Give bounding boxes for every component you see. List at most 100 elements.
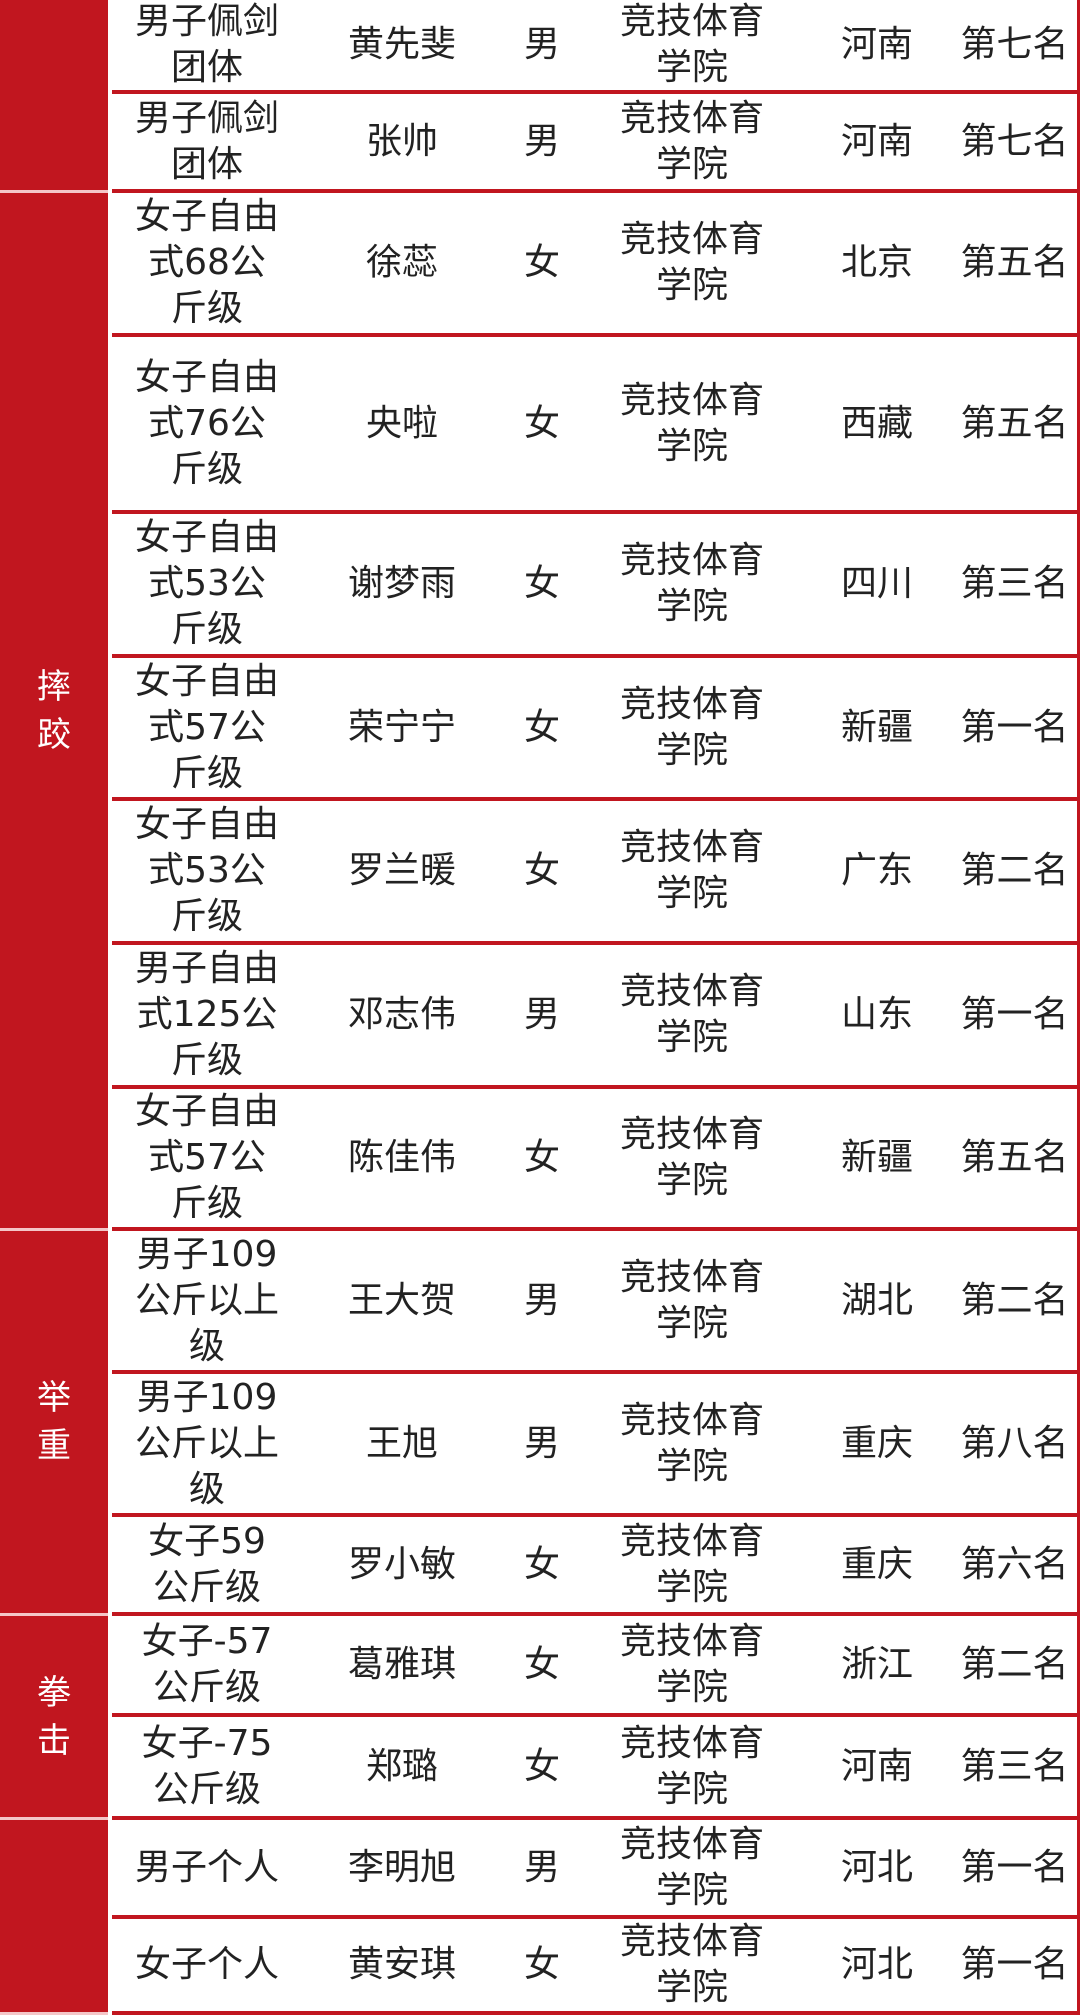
rank-text: 第一名: [960, 994, 1069, 1035]
rank-cell: 第六名: [952, 1542, 1077, 1588]
province-cell: 山东: [802, 992, 952, 1038]
rank-cell: 第五名: [952, 240, 1077, 286]
name-cell: 罗兰暖: [302, 848, 502, 894]
name-cell: 陈佳伟: [302, 1135, 502, 1181]
province-text: 北京: [840, 242, 913, 283]
province-cell: 重庆: [802, 1421, 952, 1467]
table-row: 女子-75公斤级 郑璐 女 竞技体育学院 河南 第三名: [112, 1717, 1077, 1820]
event-text: 女子自由式68公斤级: [134, 196, 279, 329]
event-text: 男子佩剑团体: [134, 97, 279, 185]
sex-text: 男: [523, 1846, 560, 1888]
category-label: 摔跤: [37, 666, 71, 755]
event-cell: 男子109公斤以上级: [112, 1232, 302, 1370]
sex-text: 女: [523, 1944, 560, 1985]
rank-text: 第五名: [960, 242, 1069, 283]
name-cell: 黄先斐: [302, 22, 502, 68]
province-cell: 西藏: [802, 401, 952, 447]
table-row: 男子自由式125公斤级 邓志伟 男 竞技体育学院 山东 第一名: [112, 945, 1077, 1089]
province-text: 广东: [840, 850, 913, 891]
event-cell: 女子自由式76公斤级: [112, 355, 302, 493]
name-text: 王旭: [365, 1422, 438, 1464]
event-text: 男子自由式125公斤级: [134, 948, 279, 1081]
name-cell: 张帅: [302, 119, 502, 165]
province-text: 山东: [840, 994, 913, 1035]
event-cell: 男子109公斤以上级: [112, 1375, 302, 1513]
table-right-border: [1077, 0, 1080, 2015]
name-text: 葛雅琪: [347, 1643, 456, 1685]
province-text: 河南: [840, 1745, 913, 1787]
category-label: 举重: [37, 1378, 71, 1466]
sex-text: 男: [523, 994, 560, 1035]
school-cell: 竞技体育学院: [582, 1398, 802, 1490]
sex-cell: 男: [502, 992, 582, 1038]
sex-text: 男: [523, 1279, 560, 1321]
event-text: 女子自由式57公斤级: [134, 660, 279, 794]
sex-cell: 女: [502, 1744, 582, 1790]
rank-cell: 第八名: [952, 1421, 1077, 1467]
rank-cell: 第二名: [952, 1278, 1077, 1324]
rank-cell: 第一名: [952, 705, 1077, 751]
rank-text: 第二名: [960, 1279, 1069, 1321]
event-cell: 女子自由式57公斤级: [112, 1089, 302, 1227]
province-cell: 重庆: [802, 1542, 952, 1588]
sex-cell: 女: [502, 1542, 582, 1588]
event-text: 女子自由式53公斤级: [134, 804, 279, 937]
category-cell: 拳击: [0, 1616, 108, 1820]
school-text: 竞技体育学院: [619, 1823, 764, 1911]
school-text: 竞技体育学院: [619, 1520, 764, 1608]
rank-cell: 第五名: [952, 1135, 1077, 1181]
name-text: 李明旭: [347, 1846, 456, 1888]
school-cell: 竞技体育学院: [582, 1255, 802, 1347]
event-text: 男子109公斤以上级: [134, 1376, 279, 1510]
name-cell: 王旭: [302, 1421, 502, 1467]
province-text: 新疆: [840, 706, 913, 748]
school-text: 竞技体育学院: [619, 540, 764, 627]
event-text: 男子109公斤以上级: [134, 1233, 279, 1367]
table-row: 男子佩剑团体 张帅 男 竞技体育学院 河南 第七名: [112, 94, 1077, 193]
category-cell: 摔跤: [0, 193, 108, 1231]
province-text: 四川: [840, 563, 913, 604]
name-text: 罗小敏: [347, 1543, 456, 1585]
rank-text: 第一名: [960, 1846, 1069, 1888]
name-text: 郑璐: [365, 1745, 438, 1787]
school-cell: 竞技体育学院: [582, 682, 802, 774]
sex-text: 女: [523, 850, 560, 891]
table-row: 女子个人 黄安琪 女 竞技体育学院 河北 第一名: [112, 1919, 1077, 2015]
category-label: 拳击: [37, 1672, 71, 1761]
table-row: 女子自由式68公斤级 徐蕊 女 竞技体育学院 北京 第五名: [112, 193, 1077, 337]
rank-cell: 第二名: [952, 1642, 1077, 1688]
sex-cell: 男: [502, 1845, 582, 1891]
school-text: 竞技体育学院: [619, 219, 764, 306]
event-cell: 女子59公斤级: [112, 1519, 302, 1611]
province-text: 重庆: [840, 1543, 913, 1585]
rank-cell: 第三名: [952, 561, 1077, 607]
name-text: 荣宁宁: [347, 706, 456, 748]
rank-text: 第三名: [960, 1745, 1069, 1787]
province-text: 新疆: [840, 1137, 913, 1178]
name-text: 张帅: [365, 120, 438, 162]
name-text: 陈佳伟: [347, 1137, 456, 1178]
rank-text: 第五名: [960, 402, 1069, 444]
name-cell: 葛雅琪: [302, 1642, 502, 1688]
school-text: 竞技体育学院: [619, 379, 764, 467]
school-text: 竞技体育学院: [619, 1921, 764, 2008]
table-row: 女子自由式57公斤级 陈佳伟 女 竞技体育学院 新疆 第五名: [112, 1089, 1077, 1231]
school-text: 竞技体育学院: [619, 1256, 764, 1344]
name-cell: 黄安琪: [302, 1942, 502, 1988]
province-cell: 浙江: [802, 1642, 952, 1688]
category-cell: 举重: [0, 1231, 108, 1616]
name-cell: 央啦: [302, 401, 502, 447]
event-text: 男子个人: [134, 1846, 279, 1888]
rank-cell: 第一名: [952, 1845, 1077, 1891]
sex-text: 女: [523, 706, 560, 748]
school-cell: 竞技体育学院: [582, 378, 802, 470]
rank-cell: 第七名: [952, 119, 1077, 165]
rank-cell: 第三名: [952, 1744, 1077, 1790]
province-cell: 河北: [802, 1845, 952, 1891]
event-cell: 女子-57公斤级: [112, 1619, 302, 1711]
sex-cell: 女: [502, 1642, 582, 1688]
table-row: 女子自由式53公斤级 谢梦雨 女 竞技体育学院 四川 第三名: [112, 514, 1077, 658]
province-cell: 河北: [802, 1942, 952, 1988]
province-cell: 湖北: [802, 1278, 952, 1324]
name-cell: 谢梦雨: [302, 561, 502, 607]
